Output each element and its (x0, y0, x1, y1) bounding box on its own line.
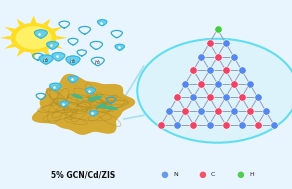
Point (223, 69, 228, 72)
Point (207, 69, 212, 72)
Point (231, 55, 236, 58)
Ellipse shape (101, 105, 118, 110)
Point (239, 69, 244, 72)
Point (163, 173, 167, 176)
Polygon shape (42, 19, 51, 26)
Circle shape (16, 26, 51, 49)
Point (199, 109, 204, 112)
Circle shape (11, 23, 57, 53)
Point (215, 82, 220, 85)
Text: $H_2$: $H_2$ (42, 56, 50, 65)
Polygon shape (86, 88, 95, 94)
Point (263, 109, 268, 112)
Point (159, 123, 164, 126)
Point (239, 123, 244, 126)
Point (231, 109, 236, 112)
Point (247, 109, 252, 112)
Polygon shape (115, 44, 124, 50)
Point (215, 109, 220, 112)
Polygon shape (39, 55, 53, 64)
Point (199, 82, 204, 85)
Polygon shape (17, 50, 25, 57)
Point (207, 96, 212, 99)
Polygon shape (52, 43, 63, 49)
Point (215, 55, 220, 58)
Point (255, 123, 260, 126)
Text: H: H (249, 172, 254, 177)
Text: N: N (173, 172, 178, 177)
Point (167, 109, 172, 112)
Point (201, 173, 205, 176)
Polygon shape (66, 56, 80, 65)
Point (191, 96, 196, 99)
Point (207, 123, 212, 126)
Point (247, 82, 252, 85)
Circle shape (137, 39, 292, 143)
Point (183, 109, 188, 112)
Polygon shape (98, 20, 107, 26)
Polygon shape (52, 53, 65, 61)
Polygon shape (34, 30, 47, 38)
Point (207, 41, 212, 44)
Polygon shape (50, 83, 61, 91)
Polygon shape (0, 36, 11, 40)
Point (255, 96, 260, 99)
Point (239, 173, 243, 176)
Ellipse shape (88, 95, 102, 101)
Polygon shape (4, 27, 15, 32)
Text: 5% GCN/Cd/ZIS: 5% GCN/Cd/ZIS (51, 170, 115, 179)
Point (175, 96, 180, 99)
Ellipse shape (72, 94, 83, 99)
Polygon shape (47, 42, 58, 49)
Polygon shape (89, 111, 98, 116)
Point (199, 55, 204, 58)
Polygon shape (17, 19, 25, 26)
Polygon shape (42, 50, 51, 57)
Polygon shape (4, 43, 15, 49)
Text: $H_2$: $H_2$ (94, 58, 102, 67)
Text: $H_2$: $H_2$ (69, 57, 77, 66)
Polygon shape (68, 76, 78, 83)
Point (191, 69, 196, 72)
Polygon shape (52, 27, 63, 32)
Point (239, 96, 244, 99)
Point (231, 82, 236, 85)
Polygon shape (56, 36, 67, 40)
Text: C: C (211, 172, 215, 177)
Point (272, 123, 276, 126)
Polygon shape (33, 74, 135, 134)
Polygon shape (60, 101, 69, 107)
Point (175, 123, 180, 126)
Ellipse shape (96, 103, 105, 108)
Polygon shape (31, 16, 36, 23)
Point (191, 123, 196, 126)
Point (215, 28, 220, 31)
Point (223, 123, 228, 126)
Point (223, 41, 228, 44)
Point (183, 82, 188, 85)
Polygon shape (31, 53, 36, 60)
Point (223, 96, 228, 99)
